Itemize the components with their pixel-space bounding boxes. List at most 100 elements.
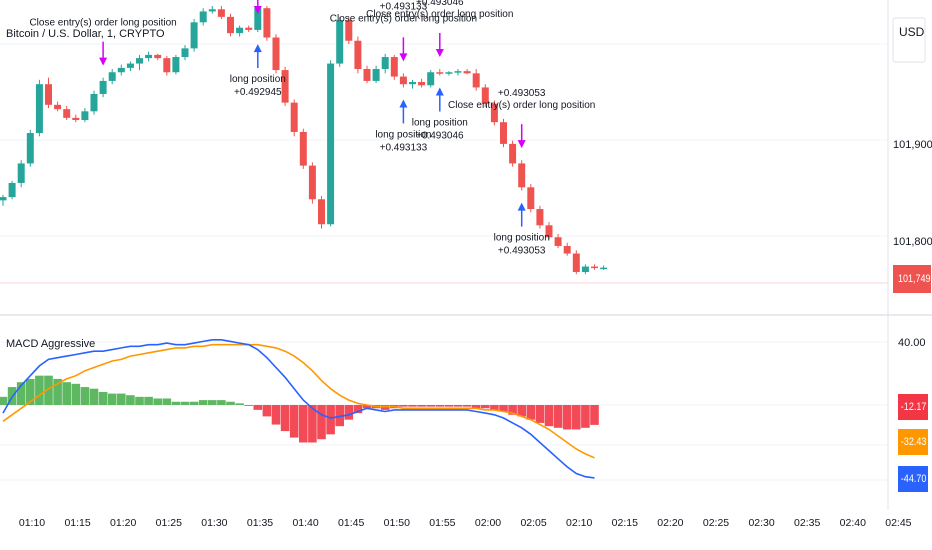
candle: [472, 73, 480, 88]
candle: [245, 27, 253, 30]
entry-value: +0.493133: [380, 142, 428, 153]
candle: [591, 266, 598, 269]
histogram-bar: [317, 405, 326, 440]
histogram-bar: [135, 396, 144, 405]
candle: [281, 70, 289, 103]
candle: [572, 253, 580, 272]
candle: [336, 20, 344, 64]
candle: [208, 9, 216, 12]
exit-value: +0.493046: [416, 0, 464, 8]
histogram-bar: [44, 375, 53, 405]
candle: [418, 82, 426, 86]
histogram-bar: [253, 405, 263, 410]
histogram-bar: [517, 405, 526, 417]
candle: [181, 48, 189, 58]
time-tick: 01:20: [110, 517, 136, 529]
candle: [154, 54, 162, 59]
exit-arrow-head: [517, 140, 526, 149]
time-tick: 01:10: [19, 517, 45, 529]
candle: [454, 71, 462, 73]
histogram-bar: [481, 405, 490, 409]
candle: [481, 87, 489, 104]
histogram-bar: [280, 405, 290, 432]
currency-button[interactable]: USD: [899, 25, 925, 39]
histogram-bar: [235, 403, 244, 405]
histogram-bar: [453, 405, 463, 407]
candle: [490, 103, 498, 123]
histogram-bar: [262, 405, 272, 417]
candle: [172, 57, 180, 73]
candle: [399, 76, 407, 85]
histogram-bar: [544, 405, 554, 427]
candle: [318, 199, 325, 225]
histogram-bar: [126, 395, 135, 405]
indicator-title: MACD Aggressive: [6, 338, 95, 350]
entry-arrow-head: [253, 44, 262, 53]
histogram-bar: [444, 405, 454, 407]
entry-arrow-head: [435, 87, 444, 96]
candle: [272, 37, 280, 71]
candle: [527, 187, 535, 210]
histogram-bar: [153, 398, 162, 405]
candle: [199, 11, 207, 23]
candle: [463, 71, 471, 74]
candle: [554, 237, 562, 246]
histogram-bar: [553, 405, 563, 428]
histogram-bar: [380, 405, 390, 410]
candle: [54, 104, 62, 110]
entry-value: +0.493046: [416, 131, 464, 142]
time-tick: 02:10: [566, 517, 592, 529]
macd-histogram: [0, 375, 599, 443]
candle: [263, 8, 271, 38]
candle: [17, 163, 25, 183]
time-tick: 02:45: [885, 517, 911, 529]
candle: [427, 72, 435, 86]
histogram-bar: [471, 405, 481, 409]
candle: [63, 109, 71, 118]
histogram-bar: [417, 405, 426, 407]
candle: [136, 58, 143, 64]
signals: Close entry(s) order long position long p…: [29, 0, 595, 257]
histogram-bar: [244, 405, 253, 406]
symbol-title: Bitcoin / U.S. Dollar, 1, CRYPTO: [6, 28, 165, 40]
candle: [145, 54, 153, 59]
histogram-bar: [53, 378, 62, 405]
histogram-bar: [189, 401, 199, 405]
candle: [327, 63, 335, 225]
exit-arrow-head: [253, 6, 262, 14]
time-tick: 02:15: [612, 517, 638, 529]
entry-arrow-head: [517, 202, 526, 211]
candles: [0, 6, 608, 275]
histogram-bar: [271, 405, 281, 425]
exit-label: Close entry(s) order long position: [366, 9, 513, 20]
candle: [290, 102, 298, 132]
candle: [436, 72, 444, 74]
exit-arrow-head: [435, 48, 444, 57]
macd-signal-label: -32.43: [898, 429, 928, 455]
macd-hist-label: -12.17: [898, 394, 928, 420]
candle: [8, 182, 16, 198]
candle: [227, 16, 234, 34]
time-tick: 02:35: [794, 517, 820, 529]
candle: [108, 72, 116, 81]
candle: [81, 111, 89, 121]
histogram-bar: [526, 405, 536, 420]
time-tick: 01:40: [292, 517, 318, 529]
histogram-bar: [162, 398, 172, 405]
candle: [190, 22, 198, 49]
histogram-bar: [98, 391, 108, 405]
candle: [299, 131, 307, 166]
candle: [545, 225, 553, 238]
time-tick: 01:25: [156, 517, 182, 529]
time-tick: 01:30: [201, 517, 227, 529]
last-price-label: 101,749.33: [893, 265, 932, 293]
signal-line: [2, 343, 595, 459]
histogram-bar: [299, 405, 308, 443]
candle: [345, 20, 353, 41]
exit-label: Close entry(s) order long position: [448, 100, 595, 111]
candle: [581, 266, 589, 272]
candle: [163, 58, 171, 73]
candle: [518, 163, 526, 188]
histogram-bar: [144, 396, 153, 405]
